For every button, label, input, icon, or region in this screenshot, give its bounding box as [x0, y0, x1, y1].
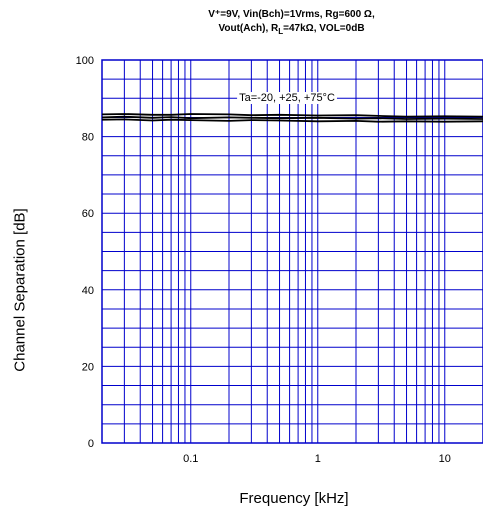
annotation-label: Ta=-20, +25, +75°C: [239, 92, 335, 104]
x-tick-label: 1: [315, 453, 321, 465]
title-line-2-subscript: L: [278, 27, 284, 36]
x-axis-label: Frequency [kHz]: [239, 490, 349, 507]
chart-title-line-1: V⁺=9V, Vin(Bch)=1Vrms, Rg=600 Ω,: [208, 9, 375, 20]
y-tick-label: 0: [88, 438, 94, 450]
series-line: [101, 113, 483, 118]
x-tick-label: 0.1: [183, 453, 198, 465]
chart-title-line-2: Vout(Ach), RL=47kΩ, VOL=0dB: [100, 23, 483, 38]
y-tick-label: 100: [76, 55, 94, 67]
plot-frame: [101, 59, 483, 444]
series-line: [101, 118, 483, 123]
annotation-background: [237, 92, 337, 104]
y-tick-label: 20: [82, 361, 94, 373]
title-line-2-rest: =47kΩ, VOL=0dB: [283, 23, 365, 34]
series-line: [101, 115, 483, 120]
y-tick-label: 80: [82, 132, 94, 144]
x-tick-label: 10: [439, 453, 451, 465]
y-tick-label: 40: [82, 285, 94, 297]
title-line-2-text: Vout(Ach), R: [218, 23, 279, 34]
y-tick-label: 60: [82, 208, 94, 220]
